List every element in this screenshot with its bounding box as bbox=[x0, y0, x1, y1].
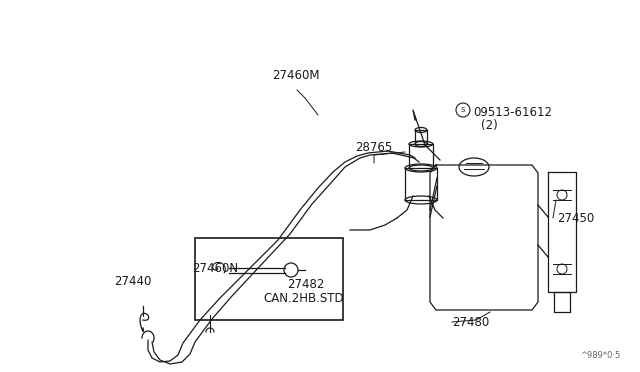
Text: 28765: 28765 bbox=[355, 141, 392, 154]
Text: 09513-61612: 09513-61612 bbox=[473, 106, 552, 119]
Text: 27450: 27450 bbox=[557, 212, 595, 224]
Text: S: S bbox=[461, 107, 465, 113]
Text: 27460N: 27460N bbox=[192, 262, 238, 275]
Text: 27480: 27480 bbox=[452, 315, 489, 328]
Text: 27460M: 27460M bbox=[272, 69, 319, 82]
Text: (2): (2) bbox=[481, 119, 498, 132]
Text: 27482: 27482 bbox=[287, 279, 324, 292]
Text: CAN.2HB.STD: CAN.2HB.STD bbox=[263, 292, 344, 305]
Text: ^989*0·5: ^989*0·5 bbox=[580, 351, 620, 360]
Bar bbox=[195, 238, 343, 320]
Text: 27440: 27440 bbox=[115, 275, 152, 288]
